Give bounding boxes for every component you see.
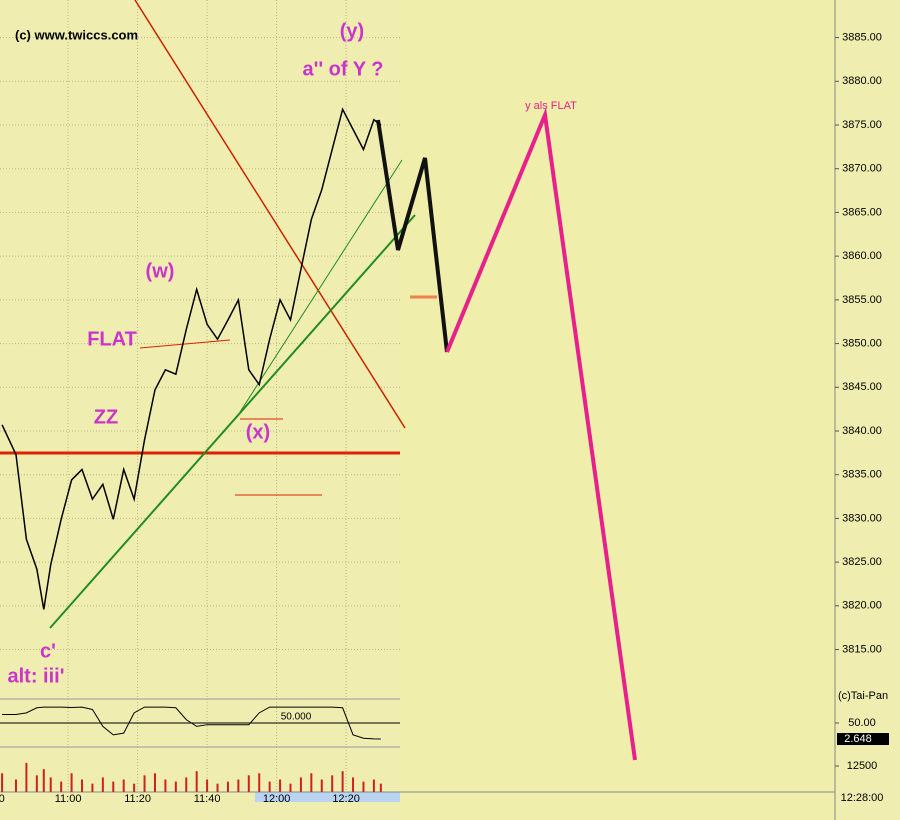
y-tick-label: 3860.00	[842, 250, 882, 262]
y-tick-label: 3840.00	[842, 425, 882, 437]
vendor: (c)Tai-Pan	[838, 690, 888, 702]
annotation: (w)	[146, 260, 175, 282]
crosshair-time: 12:28:00	[841, 792, 884, 804]
volume-bar	[81, 779, 84, 792]
volume-bar	[70, 773, 73, 792]
y-tick-label: 3855.00	[842, 294, 882, 306]
volume-bar	[289, 783, 292, 792]
last-value-box	[837, 733, 889, 746]
x-tick-label: 12:00	[263, 793, 291, 805]
volume-bar	[91, 783, 94, 792]
volume-bar	[14, 779, 17, 792]
volume-bar	[331, 775, 334, 792]
volume-bar	[352, 777, 355, 792]
copyright: (c) www.twiccs.com	[15, 27, 138, 42]
volume-bar	[60, 781, 63, 792]
price-line	[1, 107, 382, 610]
volume-bar	[35, 775, 38, 792]
volume-bar	[174, 781, 177, 792]
y-tick-label: 3830.00	[842, 512, 882, 524]
volume-bar	[362, 781, 365, 792]
volume-bar	[153, 773, 156, 792]
level-line	[139, 339, 231, 349]
volume-bar	[1, 773, 4, 792]
volume-bar	[268, 781, 271, 792]
annotation: ZZ	[94, 406, 118, 428]
x-tick-label: 12:20	[332, 793, 360, 805]
annotation: c'	[40, 640, 56, 662]
volume-bar	[164, 779, 167, 792]
reference-label: 50.000	[281, 712, 312, 723]
volume-bar	[206, 779, 209, 792]
y-tick-label: 3815.00	[842, 643, 882, 655]
volume-bar	[258, 773, 261, 792]
volume-bar	[310, 773, 313, 792]
x-tick-label: 11:40	[194, 793, 221, 805]
y-tick-label: 3835.00	[842, 469, 882, 481]
trend-line	[134, 0, 406, 429]
projection-area	[400, 0, 835, 820]
annotation: FLAT	[87, 328, 137, 350]
channel-line	[49, 214, 416, 629]
y-tick-label: 3870.00	[842, 163, 882, 175]
volume-bar	[299, 777, 302, 792]
annotation: y als FLAT	[525, 100, 577, 112]
annotation: (y)	[340, 20, 364, 42]
annotation: a'' of Y ?	[302, 58, 383, 80]
volume-bar	[216, 783, 219, 792]
volume-bar	[226, 781, 229, 792]
y-tick-label: 50.00	[848, 717, 876, 729]
volume-bar	[101, 777, 104, 792]
y-tick-label: 3820.00	[842, 600, 882, 612]
annotation: alt: iii'	[8, 665, 65, 687]
volume-bar	[112, 781, 115, 792]
grid	[0, 0, 400, 792]
volume-bar	[143, 775, 146, 792]
y-tick-label: 3825.00	[842, 556, 882, 568]
volume-bar	[237, 779, 240, 792]
annotation: (x)	[246, 421, 270, 443]
volume-bar	[379, 783, 382, 792]
volume-bar	[25, 762, 28, 792]
y-tick-label: 3845.00	[842, 381, 882, 393]
x-tick-label: 40	[0, 793, 5, 805]
volume-bar	[341, 771, 344, 792]
volume-bar	[247, 775, 250, 792]
y-tick-label: 3885.00	[842, 31, 882, 43]
volume-bar	[49, 777, 52, 792]
volume-bar	[185, 777, 188, 792]
volume-bar	[122, 779, 125, 792]
y-tick-label: 3880.00	[842, 75, 882, 87]
y-tick-label: 3850.00	[842, 337, 882, 349]
y-tick-label: 3875.00	[842, 119, 882, 131]
x-tick-label: 11:20	[124, 793, 151, 805]
volume-bar	[42, 769, 45, 792]
volume-bar	[320, 779, 323, 792]
channel-line	[239, 159, 403, 413]
x-tick-label: 11:00	[55, 793, 82, 805]
volume-bar	[133, 783, 136, 792]
projection-path	[445, 107, 637, 761]
volume-bar	[372, 779, 375, 792]
volume-bar	[195, 771, 198, 792]
y-tick-label: 12500	[847, 760, 878, 772]
last-value-label: 2.648	[844, 733, 872, 745]
time-highlight	[255, 792, 400, 802]
volume-bar	[279, 779, 282, 792]
indicator-line	[2, 706, 381, 740]
projection-path	[376, 119, 449, 353]
y-tick-label: 3865.00	[842, 206, 882, 218]
